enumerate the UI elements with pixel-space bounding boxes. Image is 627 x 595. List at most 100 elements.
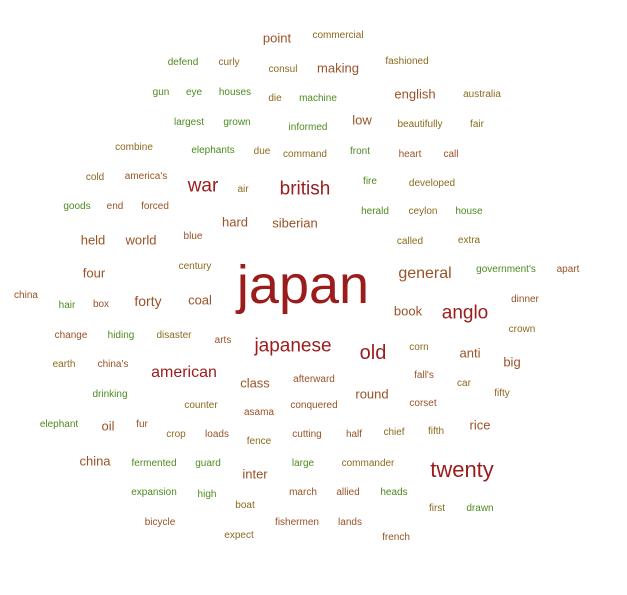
word-drinking[interactable]: drinking: [92, 389, 128, 400]
word-china-small[interactable]: china: [14, 290, 38, 301]
word-eye[interactable]: eye: [185, 87, 203, 98]
word-high[interactable]: high: [197, 489, 217, 500]
word-governments[interactable]: government's: [476, 264, 536, 275]
word-allied[interactable]: allied: [336, 487, 360, 498]
word-fashioned[interactable]: fashioned: [385, 56, 429, 67]
word-coal[interactable]: coal: [188, 292, 212, 308]
word-consul[interactable]: consul: [268, 64, 298, 75]
word-twenty[interactable]: twenty: [430, 457, 494, 482]
word-end[interactable]: end: [106, 201, 124, 212]
word-rice[interactable]: rice: [469, 417, 491, 433]
word-fire[interactable]: fire: [363, 176, 377, 187]
word-air[interactable]: air: [237, 184, 249, 195]
word-american[interactable]: american: [151, 364, 217, 381]
word-century[interactable]: century: [178, 261, 212, 272]
word-guard[interactable]: guard: [195, 458, 221, 469]
word-beautifully[interactable]: beautifully: [397, 119, 443, 130]
word-counter[interactable]: counter: [184, 400, 218, 411]
word-blue[interactable]: blue: [183, 231, 203, 242]
word-expansion[interactable]: expansion: [131, 487, 177, 498]
word-forced[interactable]: forced: [141, 201, 169, 212]
word-defend[interactable]: defend: [167, 57, 199, 68]
word-apart[interactable]: apart: [556, 264, 580, 275]
word-informed[interactable]: informed: [288, 122, 328, 133]
word-dinner[interactable]: dinner: [511, 294, 539, 305]
word-box[interactable]: box: [92, 299, 110, 310]
word-book[interactable]: book: [393, 303, 423, 319]
word-oil[interactable]: oil: [101, 418, 115, 434]
word-cutting[interactable]: cutting: [292, 429, 322, 440]
word-elephants[interactable]: elephants: [191, 145, 235, 156]
word-fermented[interactable]: fermented: [131, 458, 177, 469]
word-commander[interactable]: commander: [341, 458, 395, 469]
word-corset[interactable]: corset: [409, 398, 437, 409]
word-fifty[interactable]: fifty: [494, 388, 510, 399]
word-call[interactable]: call: [443, 149, 459, 160]
word-large[interactable]: large: [291, 458, 315, 469]
word-world[interactable]: world: [125, 232, 157, 248]
word-making[interactable]: making: [317, 60, 359, 76]
word-drawn[interactable]: drawn: [466, 503, 494, 514]
word-war[interactable]: war: [187, 175, 219, 197]
word-americas[interactable]: america's: [124, 171, 168, 182]
word-anti[interactable]: anti: [459, 345, 481, 361]
word-die[interactable]: die: [268, 93, 282, 104]
word-elephant[interactable]: elephant: [39, 419, 79, 430]
word-heart[interactable]: heart: [398, 149, 422, 160]
word-chinas[interactable]: china's: [97, 359, 129, 370]
word-forty[interactable]: forty: [134, 293, 162, 309]
word-corn[interactable]: corn: [409, 342, 429, 353]
word-four[interactable]: four: [82, 265, 106, 281]
word-largest[interactable]: largest: [173, 117, 205, 128]
word-lands[interactable]: lands: [338, 517, 362, 528]
word-goods[interactable]: goods: [63, 201, 91, 212]
word-held[interactable]: held: [80, 232, 106, 248]
word-fur[interactable]: fur: [136, 419, 148, 430]
word-bicycle[interactable]: bicycle: [144, 517, 176, 528]
word-hair[interactable]: hair: [58, 300, 76, 311]
word-fair[interactable]: fair: [470, 119, 484, 130]
word-asama[interactable]: asama: [243, 407, 275, 418]
word-class[interactable]: class: [240, 375, 270, 391]
word-british[interactable]: british: [279, 178, 331, 200]
word-conquered[interactable]: conquered: [290, 400, 338, 411]
word-cold[interactable]: cold: [85, 172, 105, 183]
word-french[interactable]: french: [382, 532, 410, 543]
word-boat[interactable]: boat: [235, 500, 255, 511]
word-disaster[interactable]: disaster: [156, 330, 192, 341]
word-earth[interactable]: earth: [52, 359, 76, 370]
word-afterward[interactable]: afterward: [293, 374, 335, 385]
word-low[interactable]: low: [352, 112, 372, 128]
word-front[interactable]: front: [349, 146, 371, 157]
word-hiding[interactable]: hiding: [107, 330, 135, 341]
word-houses[interactable]: houses: [218, 87, 252, 98]
word-falls[interactable]: fall's: [414, 370, 434, 381]
word-english[interactable]: english: [394, 86, 436, 102]
word-called[interactable]: called: [396, 236, 424, 247]
word-expect[interactable]: expect: [224, 530, 254, 541]
word-ceylon[interactable]: ceylon: [408, 206, 438, 217]
word-loads[interactable]: loads: [205, 429, 229, 440]
word-china[interactable]: china: [79, 453, 111, 469]
word-fishermen[interactable]: fishermen: [275, 517, 319, 528]
word-gun[interactable]: gun: [152, 87, 170, 98]
word-command[interactable]: command: [283, 149, 327, 160]
word-japan[interactable]: japan: [236, 255, 370, 315]
word-chief[interactable]: chief: [383, 427, 405, 438]
word-machine[interactable]: machine: [299, 93, 337, 104]
word-commercial[interactable]: commercial: [312, 30, 364, 41]
word-march[interactable]: march: [289, 487, 317, 498]
word-arts[interactable]: arts: [214, 335, 232, 346]
word-due[interactable]: due: [253, 146, 271, 157]
word-house[interactable]: house: [455, 206, 483, 217]
word-fence[interactable]: fence: [246, 436, 272, 447]
word-japanese[interactable]: japanese: [254, 335, 332, 357]
word-developed[interactable]: developed: [408, 178, 456, 189]
word-crop[interactable]: crop: [166, 429, 186, 440]
word-first[interactable]: first: [428, 503, 446, 514]
word-general[interactable]: general: [398, 265, 452, 282]
word-grown[interactable]: grown: [223, 117, 251, 128]
word-hard[interactable]: hard: [221, 214, 249, 230]
word-change[interactable]: change: [54, 330, 88, 341]
word-car[interactable]: car: [457, 378, 471, 389]
